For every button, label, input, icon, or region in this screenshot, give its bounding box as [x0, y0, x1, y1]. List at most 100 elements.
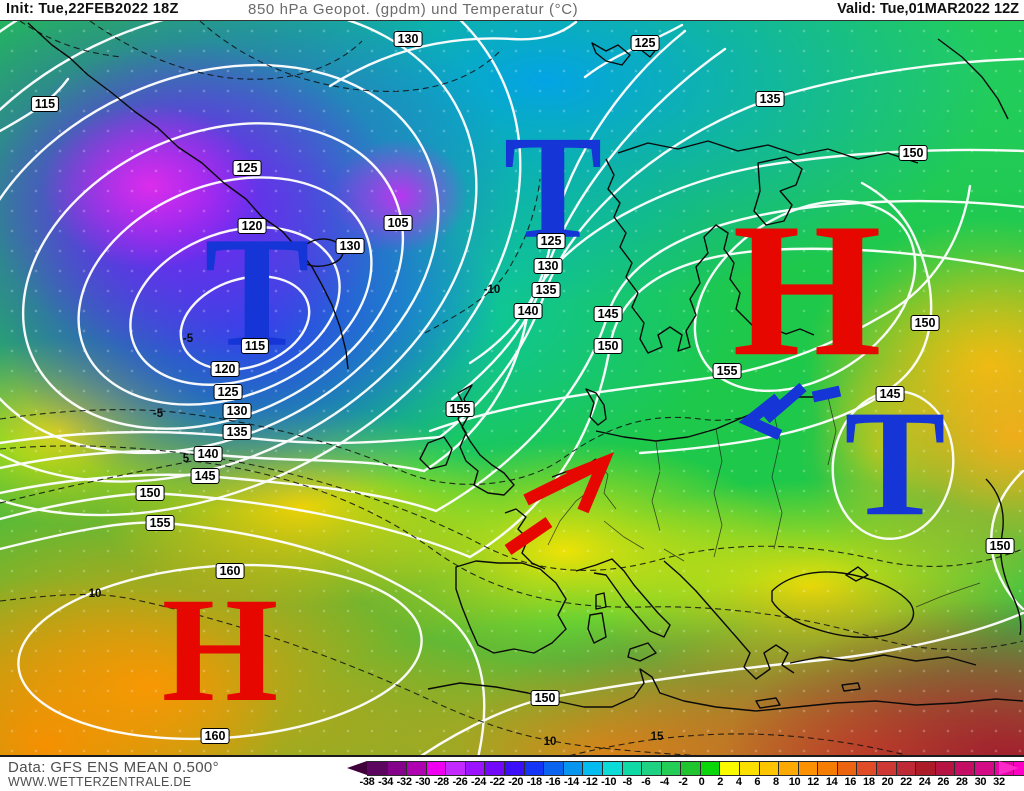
- geopotential-contour-label: 130: [533, 258, 563, 274]
- colorbar-tick-label: -10: [601, 776, 617, 788]
- temperature-colorbar: -38 -34 -32 -30 -28 -26 -24 -22 -20 -18 -16 -14 -12-…: [347, 761, 1024, 791]
- colorbar-box: [406, 762, 426, 775]
- geopotential-contour-label: 115: [240, 338, 270, 354]
- colorbar-tick-label: 30: [974, 776, 987, 788]
- data-source-line: Data: GFS ENS MEAN 0.500°: [8, 759, 220, 776]
- colorbar-box: [543, 762, 563, 775]
- geopotential-contour-label: 140: [513, 303, 543, 319]
- pressure-center-H: H: [161, 567, 279, 733]
- pressure-center-H: H: [732, 183, 882, 397]
- colorbar-box: [817, 762, 837, 775]
- colorbar-left-arrow: [347, 761, 367, 775]
- colorbar-tick-label: -4: [659, 776, 669, 788]
- geopotential-contour-label: 160: [200, 728, 230, 744]
- colorbar-box: [954, 762, 974, 775]
- colorbar-box: [934, 762, 955, 775]
- temperature-contour-label: -5: [152, 408, 164, 420]
- temperature-contour-label: 10: [88, 588, 102, 600]
- geopotential-contour-label: 150: [530, 690, 560, 706]
- geopotential-contour-label: 145: [875, 386, 905, 402]
- website-url: WWW.WETTERZENTRALE.DE: [8, 775, 192, 789]
- footer-bar: Data: GFS ENS MEAN 0.500° WWW.WETTERZENT…: [0, 757, 1024, 791]
- colorbar-box: [368, 762, 387, 775]
- colorbar-box: [876, 762, 896, 775]
- header-bar: Init: Tue,22FEB2022 18Z 850 hPa Geopot. …: [0, 0, 1024, 20]
- colorbar-box: [719, 762, 739, 775]
- colorbar-box: [660, 762, 681, 775]
- geopotential-contour-label: 145: [190, 468, 220, 484]
- colorbar-box: [797, 762, 818, 775]
- colorbar-tick-label: -18: [526, 776, 542, 788]
- geopotential-contour-label: 135: [222, 424, 252, 440]
- geopotential-contour-label: 105: [383, 215, 413, 231]
- geopotential-contour-label: 160: [215, 563, 245, 579]
- colorbar-box: [445, 762, 465, 775]
- colorbar-tick-label: -8: [622, 776, 632, 788]
- geopotential-contour-label: 150: [593, 338, 623, 354]
- geopotential-contour-label: 125: [630, 35, 660, 51]
- colorbar-tick-label: 4: [735, 776, 742, 788]
- colorbar-box: [621, 762, 642, 775]
- temperature-contour-label: 15: [650, 731, 664, 743]
- colorbar-tick-label: 14: [825, 776, 838, 788]
- colorbar-tick-label: -34: [378, 776, 394, 788]
- temperature-contour-label: -5: [182, 333, 194, 345]
- map-title: 850 hPa Geopot. (gpdm) und Temperatur (°…: [248, 1, 579, 18]
- colorbar-tick-label: 32: [993, 776, 1005, 788]
- temperature-contour-label: -10: [483, 284, 501, 296]
- geopotential-contour-label: 150: [898, 145, 928, 161]
- colorbar-tick-label: 6: [754, 776, 761, 788]
- colorbar-box: [915, 762, 935, 775]
- temperature-contour-label: 10: [543, 736, 557, 748]
- colorbar-tick-label: -2: [678, 776, 688, 788]
- geopotential-contour-label: 145: [593, 306, 623, 322]
- colorbar-tick-label: -14: [563, 776, 579, 788]
- colorbar-tick-label: -16: [545, 776, 561, 788]
- colorbar-tick-label: 8: [773, 776, 779, 788]
- colorbar-tick-label: -6: [641, 776, 651, 788]
- colorbar-box: [836, 762, 857, 775]
- colorbar-tick-label: -12: [582, 776, 598, 788]
- geopotential-contour-label: 130: [222, 403, 252, 419]
- geopotential-contour-label: 130: [393, 31, 423, 47]
- colorbar-box: [973, 762, 994, 775]
- colorbar-tick-label: 10: [788, 776, 801, 788]
- geopotential-contour-label: 125: [536, 233, 566, 249]
- geopotential-contour-label: 155: [445, 401, 475, 417]
- geopotential-contour-label: 125: [232, 160, 262, 176]
- geopotential-contour-label: 120: [210, 361, 240, 377]
- colorbar-tick-label: 24: [918, 776, 931, 788]
- geopotential-contour-label: 130: [335, 238, 365, 254]
- geopotential-contour-label: 115: [30, 96, 60, 112]
- colorbar-box: [680, 762, 700, 775]
- init-timestamp: Init: Tue,22FEB2022 18Z: [6, 1, 179, 17]
- pressure-center-T: T: [503, 105, 603, 270]
- colorbar-box: [856, 762, 877, 775]
- colorbar-box: [895, 762, 916, 775]
- colorbar-tick-label: 26: [937, 776, 950, 788]
- colorbar-tick-label: 28: [955, 776, 968, 788]
- geopotential-contour-label: 140: [193, 446, 223, 462]
- colorbar-tick-label: -24: [471, 776, 487, 788]
- geopotential-contour-label: 150: [985, 538, 1015, 554]
- geopotential-contour-label: 125: [213, 384, 243, 400]
- colorbar-tick-label: -26: [452, 776, 468, 788]
- colorbar-box: [523, 762, 544, 775]
- colorbar-tick-label: 16: [844, 776, 857, 788]
- colorbar-box: [778, 762, 798, 775]
- valid-timestamp: Valid: Tue,01MAR2022 12Z: [837, 1, 1019, 17]
- colorbar-tick-label: -38: [359, 776, 375, 788]
- geopotential-contour-label: 120: [237, 218, 267, 234]
- temperature-contour-label: 5: [182, 453, 190, 465]
- colorbar-tick-label: -30: [415, 776, 431, 788]
- colorbar-tick-label: 0: [698, 776, 705, 788]
- weather-map: 115 130 125 135 150 125 105 120 130 125 130 135 140 1…: [0, 20, 1024, 757]
- colorbar-box: [641, 762, 661, 775]
- colorbar-right-arrow: [999, 761, 1019, 775]
- colorbar-box: [504, 762, 524, 775]
- geopotential-contour-label: 135: [531, 282, 561, 298]
- colorbar-box: [582, 762, 602, 775]
- geopotential-contour-label: 155: [145, 515, 175, 531]
- geopotential-contour-label: 150: [910, 315, 940, 331]
